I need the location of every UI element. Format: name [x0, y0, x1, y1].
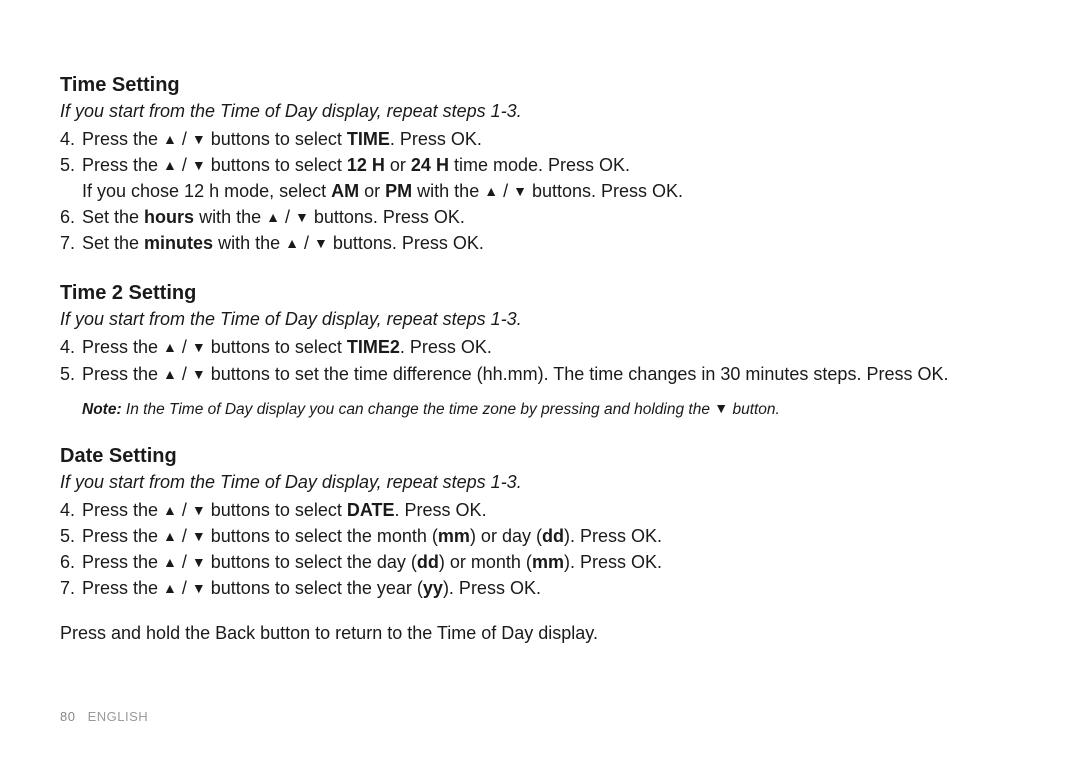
- step-number: 5.: [60, 361, 82, 387]
- bold-term: hours: [144, 207, 194, 227]
- section-intro: If you start from the Time of Day displa…: [60, 101, 1020, 122]
- up-arrow-icon: ▲: [163, 578, 177, 598]
- section-heading: Time 2 Setting: [60, 282, 1020, 305]
- up-down-arrows: ▲ / ▼: [163, 526, 206, 546]
- page-language: ENGLISH: [88, 709, 149, 724]
- up-arrow-icon: ▲: [163, 155, 177, 175]
- step-text: Press the ▲ / ▼ buttons to select the ye…: [82, 575, 1020, 601]
- step-text: Press the ▲ / ▼ buttons to set the time …: [82, 361, 1020, 387]
- note-label: Note:: [82, 401, 122, 418]
- bold-term: TIME: [347, 129, 390, 149]
- step-line: 5.Press the ▲ / ▼ buttons to select the …: [60, 523, 1020, 549]
- step-line: 4.Press the ▲ / ▼ buttons to select TIME…: [60, 126, 1020, 152]
- up-down-arrows: ▲ / ▼: [266, 207, 309, 227]
- bold-term: TIME2: [347, 337, 400, 357]
- section-intro: If you start from the Time of Day displa…: [60, 472, 1020, 493]
- down-arrow-icon: ▼: [513, 181, 527, 201]
- up-arrow-icon: ▲: [163, 526, 177, 546]
- down-arrow-icon: ▼: [192, 578, 206, 598]
- step-number: 7.: [60, 230, 82, 256]
- down-arrow-icon: ▼: [295, 207, 309, 227]
- section: Date Setting If you start from the Time o…: [60, 445, 1020, 644]
- step-number: 6.: [60, 549, 82, 575]
- step-text: Set the minutes with the ▲ / ▼ buttons. …: [82, 230, 1020, 256]
- page-number: 80: [60, 709, 75, 724]
- bold-term: mm: [438, 526, 470, 546]
- page-footer: 80 ENGLISH: [60, 709, 148, 724]
- down-arrow-icon: ▼: [192, 552, 206, 572]
- section-heading: Date Setting: [60, 445, 1020, 468]
- up-arrow-icon: ▲: [285, 233, 299, 253]
- down-arrow-icon: ▼: [314, 233, 328, 253]
- section: Time 2 Setting If you start from the Time…: [60, 282, 1020, 418]
- section-intro: If you start from the Time of Day displa…: [60, 309, 1020, 330]
- step-text: Set the hours with the ▲ / ▼ buttons. Pr…: [82, 204, 1020, 230]
- step-line: 7.Set the minutes with the ▲ / ▼ buttons…: [60, 230, 1020, 256]
- up-down-arrows: ▲ / ▼: [163, 578, 206, 598]
- step-number: 5.: [60, 523, 82, 549]
- step-line: 7.Press the ▲ / ▼ buttons to select the …: [60, 575, 1020, 601]
- step-text: Press the ▲ / ▼ buttons to select DATE. …: [82, 497, 1020, 523]
- up-down-arrows: ▲ / ▼: [163, 155, 206, 175]
- note-line: Note: In the Time of Day display you can…: [60, 401, 1020, 419]
- bold-term: mm: [532, 552, 564, 572]
- sections-container: Time Setting If you start from the Time o…: [60, 74, 1020, 644]
- up-arrow-icon: ▲: [266, 207, 280, 227]
- up-down-arrows: ▲ / ▼: [285, 233, 328, 253]
- bold-term: PM: [385, 181, 412, 201]
- section: Time Setting If you start from the Time o…: [60, 74, 1020, 256]
- step-text: Press the ▲ / ▼ buttons to select TIME. …: [82, 126, 1020, 152]
- bold-term: 12 H: [347, 155, 385, 175]
- bold-term: dd: [417, 552, 439, 572]
- step-line: 6.Set the hours with the ▲ / ▼ buttons. …: [60, 204, 1020, 230]
- up-down-arrows: ▲ / ▼: [163, 129, 206, 149]
- bold-term: AM: [331, 181, 359, 201]
- up-down-arrows: ▲ / ▼: [163, 552, 206, 572]
- down-arrow-icon: ▼: [192, 129, 206, 149]
- bold-term: minutes: [144, 233, 213, 253]
- down-arrow-icon: ▼: [192, 337, 206, 357]
- bold-term: yy: [423, 578, 443, 598]
- step-subline: If you chose 12 h mode, select AM or PM …: [60, 178, 1020, 204]
- bold-term: 24 H: [411, 155, 449, 175]
- up-arrow-icon: ▲: [484, 181, 498, 201]
- up-arrow-icon: ▲: [163, 552, 177, 572]
- step-number: 7.: [60, 575, 82, 601]
- down-arrow-icon: ▼: [192, 364, 206, 384]
- up-down-arrows: ▲ / ▼: [484, 181, 527, 201]
- up-arrow-icon: ▲: [163, 337, 177, 357]
- step-line: 4.Press the ▲ / ▼ buttons to select TIME…: [60, 334, 1020, 360]
- step-number: 4.: [60, 334, 82, 360]
- step-text: Press the ▲ / ▼ buttons to select 12 H o…: [82, 152, 1020, 178]
- step-number: 6.: [60, 204, 82, 230]
- bold-term: DATE: [347, 500, 395, 520]
- bold-term: dd: [542, 526, 564, 546]
- step-line: 5.Press the ▲ / ▼ buttons to select 12 H…: [60, 152, 1020, 178]
- down-arrow-icon: ▼: [192, 526, 206, 546]
- step-number: 4.: [60, 126, 82, 152]
- up-arrow-icon: ▲: [163, 364, 177, 384]
- manual-page: Time Setting If you start from the Time o…: [0, 0, 1080, 766]
- up-down-arrows: ▲ / ▼: [163, 337, 206, 357]
- step-line: 5.Press the ▲ / ▼ buttons to set the tim…: [60, 361, 1020, 387]
- up-down-arrows: ▲ / ▼: [163, 364, 206, 384]
- up-arrow-icon: ▲: [163, 129, 177, 149]
- down-arrow-icon: ▼: [714, 400, 728, 416]
- step-text: Press the ▲ / ▼ buttons to select the da…: [82, 549, 1020, 575]
- down-arrow-icon: ▼: [192, 155, 206, 175]
- step-number: 4.: [60, 497, 82, 523]
- down-arrow-icon: ▼: [192, 500, 206, 520]
- section-after-text: Press and hold the Back button to return…: [60, 623, 1020, 644]
- step-text: Press the ▲ / ▼ buttons to select the mo…: [82, 523, 1020, 549]
- step-line: 4.Press the ▲ / ▼ buttons to select DATE…: [60, 497, 1020, 523]
- section-heading: Time Setting: [60, 74, 1020, 97]
- step-text: Press the ▲ / ▼ buttons to select TIME2.…: [82, 334, 1020, 360]
- step-number: 5.: [60, 152, 82, 178]
- step-line: 6.Press the ▲ / ▼ buttons to select the …: [60, 549, 1020, 575]
- up-arrow-icon: ▲: [163, 500, 177, 520]
- up-down-arrows: ▲ / ▼: [163, 500, 206, 520]
